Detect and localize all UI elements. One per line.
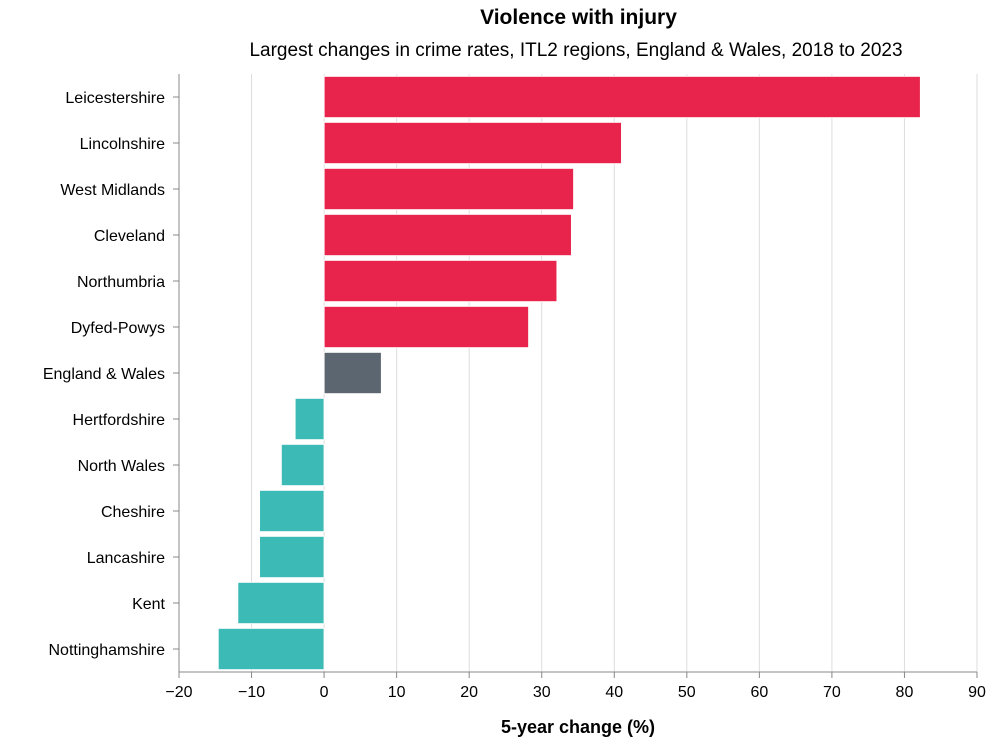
category-label-1: Lincolnshire xyxy=(80,136,165,153)
x-tick-label-9: 70 xyxy=(823,684,841,701)
category-label-7: Hertfordshire xyxy=(73,412,166,429)
x-tick-label-2: 0 xyxy=(320,684,329,701)
chart-title: Violence with injury xyxy=(480,6,677,29)
bar-12 xyxy=(217,627,325,671)
x-tick-label-3: 10 xyxy=(388,684,406,701)
category-label-2: West Midlands xyxy=(60,182,165,199)
bar-9 xyxy=(259,489,325,533)
x-tick-label-4: 20 xyxy=(460,684,478,701)
bar-8 xyxy=(280,443,325,487)
category-label-3: Cleveland xyxy=(94,228,165,245)
bar-1 xyxy=(323,121,623,165)
bar-10 xyxy=(259,535,325,579)
x-tick-label-0: −20 xyxy=(165,684,192,701)
x-tick-label-11: 90 xyxy=(968,684,986,701)
bar-6 xyxy=(323,351,382,395)
category-label-12: Nottinghamshire xyxy=(49,642,166,659)
category-label-4: Northumbria xyxy=(77,274,165,291)
bar-0 xyxy=(323,75,921,119)
chart-subtitle: Largest changes in crime rates, ITL2 reg… xyxy=(249,40,903,61)
category-label-6: England & Wales xyxy=(43,366,165,383)
category-label-0: Leicestershire xyxy=(65,90,165,107)
x-tick-label-6: 40 xyxy=(605,684,623,701)
category-label-11: Kent xyxy=(132,596,165,613)
x-tick-label-1: −10 xyxy=(238,684,265,701)
x-tick-label-10: 80 xyxy=(896,684,914,701)
bar-2 xyxy=(323,167,575,211)
x-tick-label-5: 30 xyxy=(533,684,551,701)
bar-5 xyxy=(323,305,530,349)
bar-7 xyxy=(294,397,325,441)
category-label-8: North Wales xyxy=(78,458,165,475)
category-label-10: Lancashire xyxy=(87,550,165,567)
bar-11 xyxy=(237,581,325,625)
x-tick-label-8: 60 xyxy=(750,684,768,701)
bar-3 xyxy=(323,213,572,257)
category-label-9: Cheshire xyxy=(101,504,165,521)
category-label-5: Dyfed-Powys xyxy=(71,320,165,337)
x-axis-title: 5-year change (%) xyxy=(501,717,655,737)
x-tick-label-7: 50 xyxy=(678,684,696,701)
bar-4 xyxy=(323,259,558,303)
